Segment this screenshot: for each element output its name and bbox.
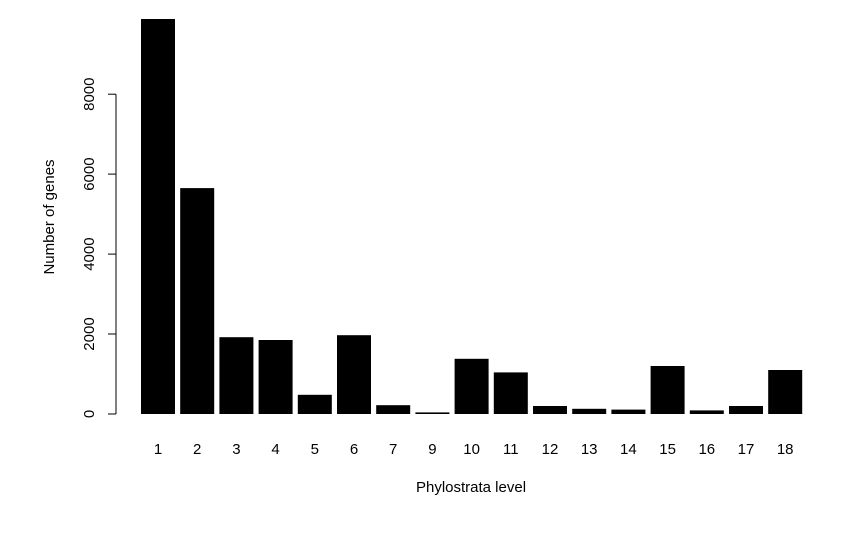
- bar-1: [141, 19, 175, 414]
- y-tick-label: 2000: [81, 317, 98, 350]
- bar-7: [376, 405, 411, 414]
- bar-5: [297, 394, 332, 414]
- x-tick-labels: 1 2 3 4 5 6 7 9 10 11 12 13 14 15 16 17 18: [154, 441, 794, 458]
- y-tick-label: 0: [81, 410, 98, 418]
- x-axis-title: Phylostrata level: [416, 479, 526, 496]
- bar-12: [533, 406, 567, 414]
- y-tick-label: 8000: [81, 78, 98, 111]
- x-tick-label: 1: [154, 441, 162, 458]
- x-tick-label: 17: [738, 441, 755, 458]
- x-tick-label: 12: [542, 441, 559, 458]
- x-tick-label: 13: [581, 441, 598, 458]
- x-tick-label: 15: [659, 441, 676, 458]
- bar-9: [415, 412, 450, 414]
- bar-10: [454, 358, 489, 414]
- bar-6: [337, 335, 371, 414]
- bar-2: [180, 188, 215, 414]
- y-tick-label: 4000: [81, 237, 98, 270]
- y-axis: 0 2000 4000 6000 8000: [81, 78, 117, 418]
- x-tick-label: 4: [271, 441, 279, 458]
- x-tick-label: 16: [698, 441, 715, 458]
- x-tick-label: 10: [463, 441, 480, 458]
- bar-13: [572, 408, 607, 414]
- x-tick-label: 18: [777, 441, 794, 458]
- x-tick-label: 2: [193, 441, 201, 458]
- x-tick-label: 11: [503, 441, 519, 458]
- x-tick-label: 7: [389, 441, 397, 458]
- x-tick-label: 5: [311, 441, 319, 458]
- bar-4: [258, 340, 293, 414]
- bar-18: [768, 370, 803, 414]
- bar-11: [493, 372, 528, 414]
- bar-16: [689, 410, 724, 414]
- bar-14: [611, 409, 646, 414]
- bars-group: [141, 19, 803, 414]
- x-tick-label: 3: [232, 441, 240, 458]
- y-tick-label: 6000: [81, 157, 98, 190]
- x-tick-label: 14: [620, 441, 637, 458]
- y-axis-title: Number of genes: [41, 159, 58, 274]
- bar-15: [650, 366, 685, 414]
- bar-3: [219, 337, 254, 414]
- x-tick-label: 6: [350, 441, 358, 458]
- bar-17: [729, 406, 763, 414]
- x-tick-label: 9: [428, 441, 436, 458]
